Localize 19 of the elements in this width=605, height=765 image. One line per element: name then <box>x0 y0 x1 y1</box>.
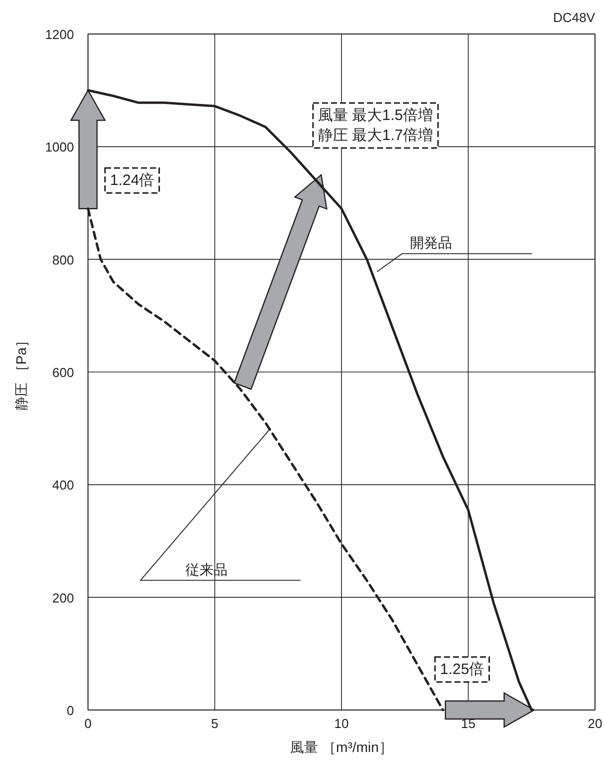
y-tick-label: 600 <box>52 365 74 380</box>
y-axis-title: 静圧 ［Pa］ <box>13 333 29 411</box>
y-tick-label: 200 <box>52 590 74 606</box>
annotation: 1.24倍 <box>110 172 154 189</box>
y-tick-label: 1000 <box>45 140 74 155</box>
annotation: 開発品 <box>410 234 452 251</box>
y-tick-label: 0 <box>66 703 74 718</box>
x-tick-label: 0 <box>84 716 92 731</box>
x-tick-label: 5 <box>211 716 218 731</box>
y-tick-label: 1200 <box>45 27 74 42</box>
annotation: 風量 最大1.5倍増 <box>318 107 434 124</box>
annotation: 静圧 最大1.7倍増 <box>318 127 434 144</box>
text: DC48V <box>553 10 596 25</box>
x-tick-label: 10 <box>334 716 349 731</box>
x-axis-title: 風量 ［m³/min］ <box>290 739 393 755</box>
annotation: 1.25倍 <box>440 661 484 678</box>
x-tick-label: 20 <box>588 716 602 731</box>
y-tick-label: 400 <box>52 478 74 493</box>
y-tick-label: 800 <box>52 252 74 268</box>
